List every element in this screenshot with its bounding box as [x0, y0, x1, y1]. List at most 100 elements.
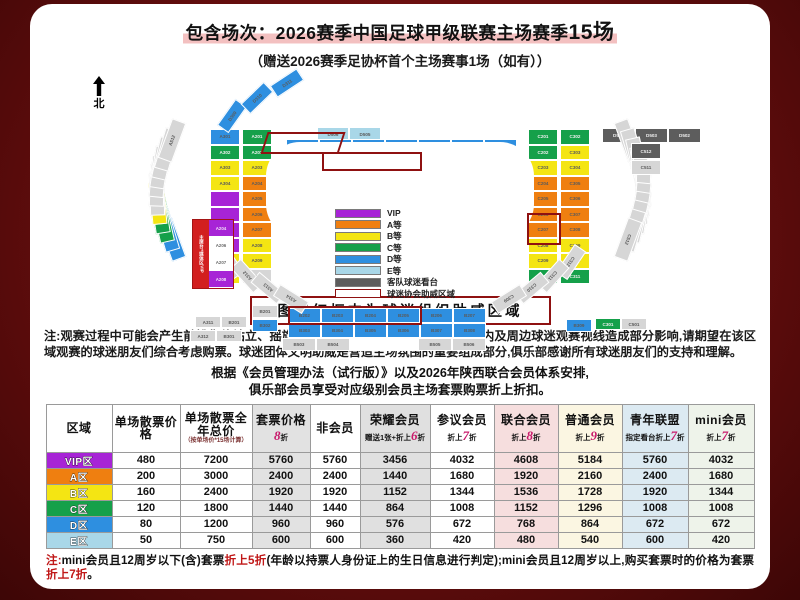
- price-cell: 1440: [251, 499, 311, 517]
- price-cell: 480: [111, 451, 181, 469]
- seat-block: C202: [528, 144, 558, 160]
- discount-unit: 折: [469, 433, 477, 443]
- price-cell: 1440: [309, 499, 361, 517]
- total-supply-number: 14000: [435, 587, 496, 589]
- seat-block: A302: [210, 144, 240, 160]
- legend-label: D等: [387, 254, 402, 264]
- seat-block: D503: [635, 128, 668, 143]
- table-header-title: 普通会员: [564, 412, 615, 427]
- header-match-count: 15场: [568, 21, 615, 44]
- discount-number: 7: [462, 428, 470, 444]
- price-cell: 1440: [359, 467, 431, 485]
- zone-label: VIP区: [64, 456, 94, 469]
- header-main-prefix: 包含场次：2026赛季中国足球甲级联赛主场赛季: [185, 23, 569, 43]
- price-table-header-row: 区域 单场散票价格 单场散票全年总价 （按单场价*15场计算） 套票价格 8折 非会员 荣耀会…: [45, 403, 755, 453]
- price-cell: 1008: [687, 499, 755, 517]
- price-cell: 1800: [179, 499, 253, 517]
- legend-label: B等: [387, 231, 402, 241]
- legend-item: VIP: [335, 208, 455, 218]
- seat-block: A311: [195, 316, 221, 328]
- table-header-cell: 联合会员 折上8折: [493, 403, 559, 453]
- table-header-discount: 赠送1张+折上6折: [361, 429, 430, 443]
- tribune-cell: A206: [209, 237, 233, 254]
- seat-block: C201: [528, 129, 558, 145]
- map-legend: VIP A等 B等 C等 D等 E等 客队球迷看台 球迷协会助威区域: [335, 208, 455, 299]
- seat-block: C301: [595, 318, 621, 330]
- seat-block: B306: [387, 323, 420, 338]
- seat-block: B308: [453, 323, 486, 338]
- price-cell: 4032: [429, 451, 495, 469]
- legend-item: 客队球迷看台: [335, 277, 455, 287]
- seat-block: C511: [631, 160, 661, 175]
- seat-block: A208: [242, 237, 272, 253]
- seat-block: D310: [240, 81, 274, 115]
- zone-cell: C区: [45, 499, 113, 517]
- legend-label: C等: [387, 242, 402, 253]
- price-cell: 1008: [621, 499, 689, 517]
- price-cell: 80: [111, 515, 181, 533]
- price-cell: 864: [359, 499, 431, 517]
- legend-swatch: [335, 220, 381, 229]
- membership-rule-line1: 根据《会员管理办法（试行版）》以及2026年陕西联合会员体系安排,: [211, 366, 589, 381]
- table-header-cell: 套票价格 8折: [251, 403, 311, 453]
- pitch-area: [266, 142, 534, 238]
- zone-label: E区: [70, 536, 88, 549]
- seat-block: B505: [418, 338, 452, 351]
- legend-label: VIP: [387, 208, 401, 218]
- seat-block: D502: [668, 128, 701, 143]
- seat-block: C207: [528, 222, 558, 238]
- price-cell: 1920: [493, 467, 559, 485]
- discount-number: 8: [274, 428, 281, 444]
- price-cell: 1680: [687, 467, 755, 485]
- mini-note-prefix: 注:: [46, 553, 62, 567]
- table-header-discount: 指定看台折上7折: [623, 429, 688, 443]
- mini-note-discount1: 折上5折: [224, 553, 267, 567]
- price-cell: 1200: [179, 515, 253, 533]
- discount-prefix: 折上: [511, 433, 527, 443]
- legend-swatch: [335, 231, 381, 241]
- discount-prefix: 折上: [575, 433, 591, 443]
- discount-prefix: 折上: [706, 433, 722, 443]
- price-cell: 1296: [557, 499, 623, 517]
- price-cell: 1680: [429, 467, 495, 485]
- table-header-cell: 参议会员折上7折: [429, 403, 495, 453]
- legend-item: E等: [335, 266, 455, 276]
- table-header-discount: 折上7折: [689, 429, 754, 443]
- table-row: C区 120 1800 1440 1440 864 1008 1152 1296 1008 1008: [45, 499, 755, 517]
- table-header-discount: 折上7折: [431, 429, 494, 443]
- price-cell: 5184: [557, 451, 623, 469]
- table-header-cell: 普通会员 折上9折: [557, 403, 623, 453]
- price-cell: 768: [493, 515, 559, 533]
- seat-block: B201: [221, 316, 247, 328]
- price-cell: 200: [111, 467, 181, 485]
- price-cell: 1152: [493, 499, 559, 517]
- price-cell: 1920: [251, 483, 311, 501]
- table-header-title: 青年联盟: [629, 412, 680, 427]
- price-cell: 1728: [557, 483, 623, 501]
- price-cell: 420: [429, 531, 495, 549]
- legend-swatch: [335, 243, 381, 252]
- price-cell: 1344: [687, 483, 755, 501]
- seat-block: A207: [242, 222, 272, 238]
- seat-block: [384, 338, 418, 351]
- price-table: 区域 单场散票价格 单场散票全年总价 （按单场价*15场计算） 套票价格 8折 非会员 荣耀会…: [45, 403, 755, 549]
- price-cell: 420: [687, 531, 755, 549]
- north-arrow-icon: [93, 76, 105, 96]
- price-cell: 1344: [429, 483, 495, 501]
- table-header-title: 参议会员: [436, 412, 487, 427]
- discount-number: 6: [411, 428, 418, 444]
- seat-block: B309: [566, 319, 592, 332]
- seat-block: A201: [242, 129, 272, 145]
- legend-swatch: [335, 254, 381, 264]
- price-cell: 960: [251, 515, 311, 533]
- membership-rule-line2: 俱乐部会员享受对应级别会员主场套票购票折上折扣。: [248, 382, 552, 397]
- zone-cell: B区: [45, 483, 113, 501]
- poster-card: 包含场次：2026赛季中国足球甲级联赛主场赛季15场 （赠送2026赛季足协杯首…: [30, 4, 770, 589]
- legend-label: A等: [387, 219, 402, 230]
- price-cell: 540: [557, 531, 623, 549]
- seat-block: A304: [210, 175, 240, 191]
- seat-block: [210, 191, 240, 207]
- table-header-cell: 非会员: [309, 403, 361, 453]
- zone-label: A区: [69, 472, 89, 485]
- discount-prefix: 折上: [447, 433, 463, 443]
